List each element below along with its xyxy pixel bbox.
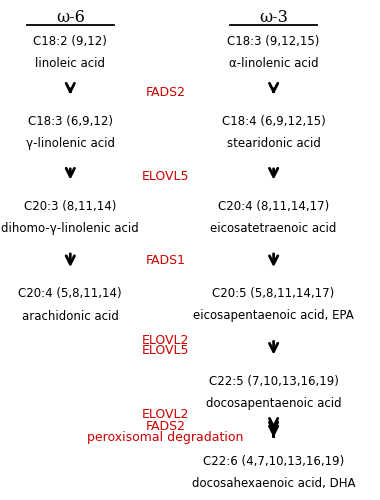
Text: eicosatetraenoic acid: eicosatetraenoic acid	[211, 222, 337, 235]
Text: ELOVL5: ELOVL5	[141, 344, 189, 358]
Text: FADS2: FADS2	[145, 420, 185, 432]
Text: FADS2: FADS2	[145, 86, 185, 99]
Text: stearidonic acid: stearidonic acid	[226, 137, 321, 150]
Text: peroxisomal degradation: peroxisomal degradation	[87, 430, 244, 444]
Text: C20:4 (8,11,14,17): C20:4 (8,11,14,17)	[218, 200, 329, 213]
Text: C22:6 (4,7,10,13,16,19): C22:6 (4,7,10,13,16,19)	[203, 455, 344, 468]
Text: FADS1: FADS1	[145, 254, 185, 268]
Text: C18:3 (9,12,15): C18:3 (9,12,15)	[227, 35, 320, 48]
Text: linoleic acid: linoleic acid	[35, 57, 105, 70]
Text: C18:2 (9,12): C18:2 (9,12)	[33, 35, 107, 48]
Text: C18:3 (6,9,12): C18:3 (6,9,12)	[28, 115, 113, 128]
Text: ELOVL5: ELOVL5	[141, 170, 189, 182]
Text: ELOVL2: ELOVL2	[142, 408, 189, 422]
Text: C18:4 (6,9,12,15): C18:4 (6,9,12,15)	[222, 115, 326, 128]
Text: C20:4 (5,8,11,14): C20:4 (5,8,11,14)	[19, 288, 122, 300]
Text: C20:5 (5,8,11,14,17): C20:5 (5,8,11,14,17)	[212, 288, 335, 300]
Text: ω-3: ω-3	[259, 9, 288, 26]
Text: docosapentaenoic acid: docosapentaenoic acid	[206, 397, 341, 410]
Text: ELOVL2: ELOVL2	[142, 334, 189, 346]
Text: γ-linolenic acid: γ-linolenic acid	[26, 137, 115, 150]
Text: arachidonic acid: arachidonic acid	[22, 310, 119, 322]
Text: docosahexaenoic acid, DHA: docosahexaenoic acid, DHA	[192, 477, 355, 490]
Text: ω-6: ω-6	[56, 9, 85, 26]
Text: C20:3 (8,11,14): C20:3 (8,11,14)	[24, 200, 117, 213]
Text: α-linolenic acid: α-linolenic acid	[229, 57, 318, 70]
Text: C22:5 (7,10,13,16,19): C22:5 (7,10,13,16,19)	[209, 375, 339, 388]
Text: eicosapentaenoic acid, EPA: eicosapentaenoic acid, EPA	[193, 310, 354, 322]
Text: dihomo-γ-linolenic acid: dihomo-γ-linolenic acid	[2, 222, 139, 235]
